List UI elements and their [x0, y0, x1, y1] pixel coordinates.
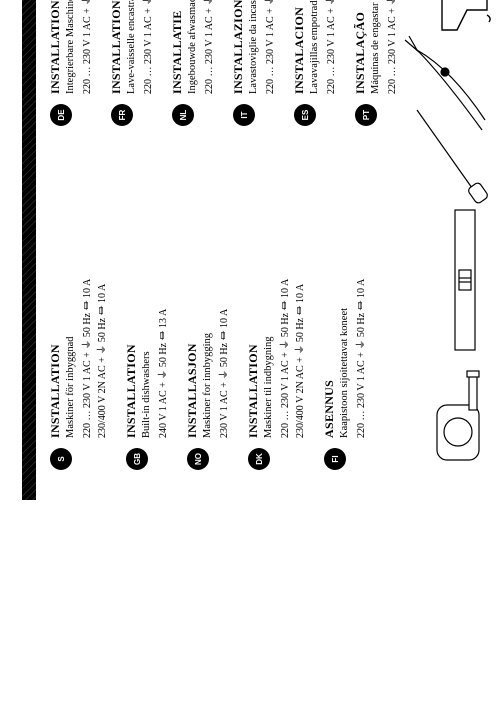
- entry-text: ASENNUSKaapistoon sijoitettavat koneet22…: [322, 154, 367, 438]
- language-entry: NL INSTALLATIEIngebouwde afwasmachines220…: [170, 0, 215, 126]
- spec-line: 220 … 230 V 1 AC + ⏚ 50 Hz ⏛ 16 A: [383, 0, 398, 94]
- entry-title: ASENNUS: [322, 154, 337, 438]
- country-badge: FI: [324, 448, 346, 470]
- country-badge: FR: [111, 104, 133, 126]
- entry-subtitle: Built-in dishwashers: [141, 154, 152, 438]
- entry-text: INSTALLATIONIntegrierbare Maschinen220 ……: [48, 0, 93, 94]
- spec-line: 240 V 1 AC + ⏚ 50 Hz ⏛ 13 A: [154, 154, 169, 438]
- language-entry: FR INSTALLATIONLave-vaisselle encastrable…: [109, 0, 154, 126]
- spec-line: 220 … 230 V 1 AC + ⏚ 50 Hz ⏛ 10 A: [352, 154, 367, 438]
- language-entry: GB INSTALLATIONBuilt-in dishwashers240 V …: [124, 154, 169, 470]
- spec-line: 220 … 230 V 1 AC + ⏚ 50 Hz ⏛ 10 A: [78, 154, 93, 438]
- entry-title: INSTALACION: [292, 0, 307, 94]
- entry-subtitle: Maskiner för inbyggnad: [65, 154, 76, 438]
- country-badge: NL: [172, 104, 194, 126]
- country-badge: IT: [233, 104, 255, 126]
- entry-title: INSTALLATION: [48, 154, 63, 438]
- country-badge: GB: [126, 448, 148, 470]
- content-columns: SINSTALLATIONMaskiner för inbyggnad220 ……: [48, 0, 398, 470]
- entry-text: INSTALLAZIONELavastoviglie da incasso220…: [231, 0, 276, 94]
- language-entry: NO INSTALLASJONMaskiner for innbygging230…: [185, 154, 230, 470]
- tool-illustrations: [397, 0, 492, 470]
- spec-line: 220 … 230 V 1 AC + ⏚ 50 Hz ⏛ 10 A: [261, 0, 276, 94]
- entry-text: INSTALLATIONBuilt-in dishwashers240 V 1 …: [124, 154, 169, 438]
- entry-title: INSTALLATION: [124, 154, 139, 438]
- entry-subtitle: Maskiner for innbygging: [202, 154, 213, 438]
- country-badge: ES: [294, 104, 316, 126]
- spec-line: 230 V 1 AC + ⏚ 50 Hz ⏛ 10 A: [215, 154, 230, 438]
- spec-line: 220 … 230 V 1 AC + ⏚ 50 Hz ⏛ 10 A: [276, 154, 291, 438]
- right-column: DEINSTALLATIONIntegrierbare Maschinen220…: [48, 0, 398, 126]
- tools-svg: [397, 0, 492, 470]
- entry-text: INSTALLATIONLave-vaisselle encastrables2…: [109, 0, 154, 94]
- language-entry: PT INSTALAÇÃOMáquinas de engastar220 … 23…: [353, 0, 398, 126]
- language-entry: S INSTALLATIONMaskiner för inbyggnad220 ……: [48, 154, 108, 470]
- spec-line: 220 … 230 V 1 AC + ⏚ 50 Hz ⏛ 16 A: [200, 0, 215, 94]
- page: privée SINSTALLATIONMaskiner för inbyggn…: [0, 0, 500, 706]
- entry-title: INSTALLASJON: [185, 154, 200, 438]
- spec-line: 230/400 V 2N AC + ⏚ 50 Hz ⏛ 10 A: [291, 154, 306, 438]
- country-badge: PT: [355, 104, 377, 126]
- decorative-strip: [22, 0, 36, 500]
- entry-title: INSTALLATION: [109, 0, 124, 94]
- entry-title: INSTALLATIE: [170, 0, 185, 94]
- entry-subtitle: Ingebouwde afwasmachines: [187, 0, 198, 94]
- entry-subtitle: Máquinas de engastar: [370, 0, 381, 94]
- entry-text: INSTALACIONLavavajillas empotrados220 … …: [292, 0, 337, 94]
- spec-line: 230/400 V 2N AC + ⏚ 50 Hz ⏛ 10 A: [93, 154, 108, 438]
- entry-text: INSTALAÇÃOMáquinas de engastar220 … 230 …: [353, 0, 398, 94]
- spec-line: 220 … 230 V 1 AC + ⏚ 50 Hz ⏛ 16 A: [322, 0, 337, 94]
- entry-text: INSTALLATIONMaskiner för inbyggnad220 … …: [48, 154, 108, 438]
- spec-line: 220 … 230 V 1 AC + ⏚ 50 Hz ⏛ 16 A: [139, 0, 154, 94]
- entry-title: INSTALAÇÃO: [353, 0, 368, 94]
- entry-text: INSTALLASJONMaskiner for innbygging230 V…: [185, 154, 230, 438]
- entry-subtitle: Lavavajillas empotrados: [309, 0, 320, 94]
- entry-title: INSTALLAZIONE: [231, 0, 246, 94]
- entry-text: INSTALLATIONMaskiner til indbygning220 ……: [246, 154, 306, 438]
- country-badge: DE: [50, 104, 72, 126]
- entry-subtitle: Maskiner til indbygning: [263, 154, 274, 438]
- language-entry: DK INSTALLATIONMaskiner til indbygning220…: [246, 154, 306, 470]
- country-badge: NO: [187, 448, 209, 470]
- entry-text: INSTALLATIEIngebouwde afwasmachines220 ……: [170, 0, 215, 94]
- entry-subtitle: Integrierbare Maschinen: [65, 0, 76, 94]
- entry-subtitle: Lave-vaisselle encastrables: [126, 0, 137, 94]
- country-badge: DK: [248, 448, 270, 470]
- spec-line: 220 … 230 V 1 AC + ⏚ 50 Hz ⏛ 16 A: [78, 0, 93, 94]
- language-entry: IT INSTALLAZIONELavastoviglie da incasso2…: [231, 0, 276, 126]
- entry-title: INSTALLATION: [246, 154, 261, 438]
- country-badge: S: [50, 448, 72, 470]
- left-column: SINSTALLATIONMaskiner för inbyggnad220 ……: [48, 154, 398, 470]
- language-entry: FI ASENNUSKaapistoon sijoitettavat koneet…: [322, 154, 367, 470]
- language-entry: ES INSTALACIONLavavajillas empotrados220 …: [292, 0, 337, 126]
- rotated-content: privée SINSTALLATIONMaskiner för inbyggn…: [0, 0, 500, 500]
- language-entry: DE INSTALLATIONIntegrierbare Maschinen220…: [48, 0, 93, 126]
- entry-title: INSTALLATION: [48, 0, 63, 94]
- entry-subtitle: Kaapistoon sijoitettavat koneet: [339, 154, 350, 438]
- entry-subtitle: Lavastoviglie da incasso: [248, 0, 259, 94]
